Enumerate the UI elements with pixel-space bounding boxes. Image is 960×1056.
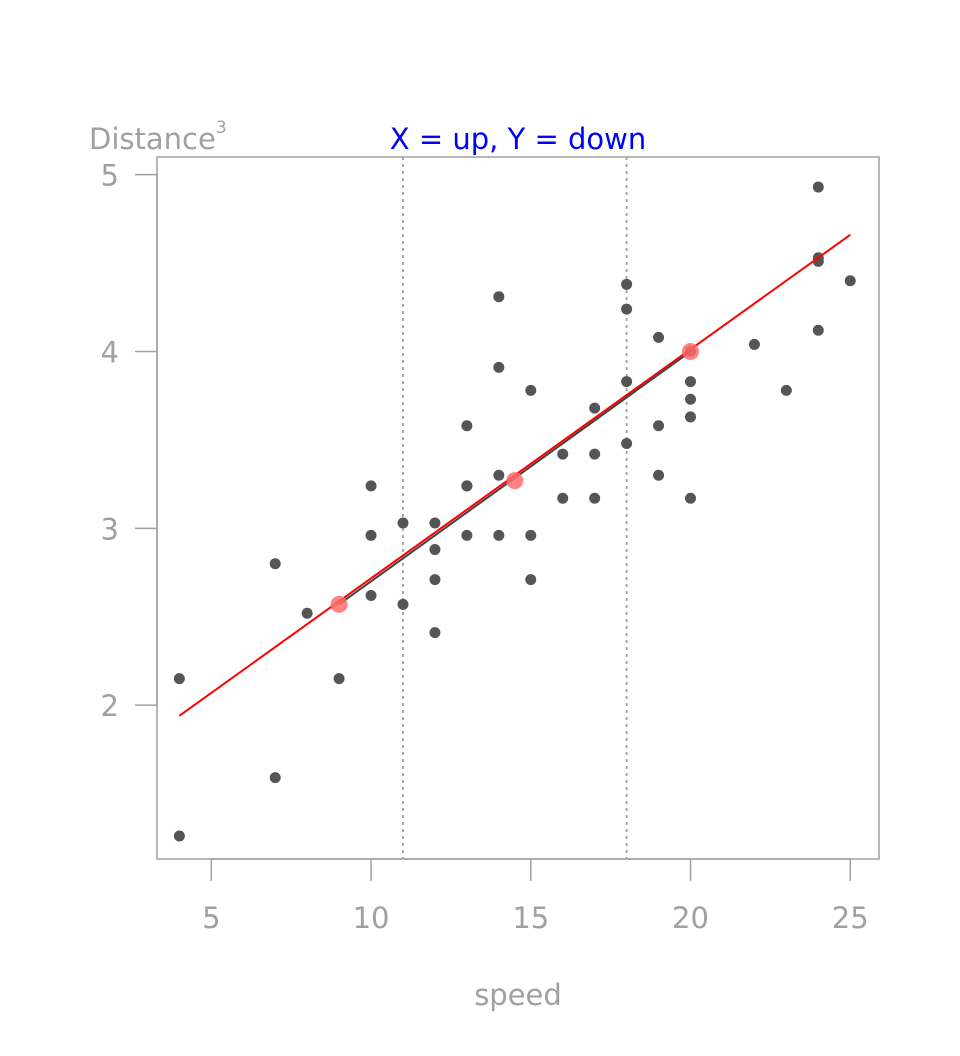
data-point xyxy=(365,529,377,541)
data-point xyxy=(685,492,697,504)
data-point xyxy=(653,420,665,432)
data-point xyxy=(621,303,633,315)
y-tick-label: 5 xyxy=(101,159,119,193)
data-point xyxy=(525,384,537,396)
highlight-point xyxy=(330,595,348,613)
data-point xyxy=(685,411,697,423)
data-point xyxy=(525,529,537,541)
data-point xyxy=(653,331,665,343)
data-point xyxy=(780,384,792,396)
data-point xyxy=(301,607,313,619)
data-point xyxy=(397,517,409,529)
data-point xyxy=(589,402,601,414)
highlight-points xyxy=(330,343,700,613)
data-point xyxy=(685,393,697,405)
data-points xyxy=(173,181,856,842)
data-point xyxy=(589,492,601,504)
highlight-point xyxy=(682,343,700,361)
data-point xyxy=(653,469,665,481)
data-point xyxy=(621,437,633,449)
data-point xyxy=(621,278,633,290)
data-point xyxy=(461,529,473,541)
vertical-reference-lines xyxy=(402,157,628,859)
data-point xyxy=(429,627,441,639)
data-point xyxy=(173,673,185,685)
x-tick-label: 10 xyxy=(353,901,390,935)
data-point xyxy=(812,324,824,336)
y-tick-label: 3 xyxy=(101,512,119,546)
x-axis-label: speed xyxy=(474,978,562,1012)
chart-title: X = up, Y = down xyxy=(390,122,647,156)
data-point xyxy=(589,448,601,460)
data-point xyxy=(493,291,505,303)
data-point xyxy=(397,598,409,610)
data-point xyxy=(429,517,441,529)
data-point xyxy=(685,376,697,388)
y-axis-label: Distance3 xyxy=(89,118,227,156)
data-point xyxy=(269,772,281,784)
x-tick-label: 25 xyxy=(832,901,869,935)
x-tick-label: 5 xyxy=(202,901,220,935)
y-axis-label-text: Distance xyxy=(89,122,216,156)
data-point xyxy=(461,480,473,492)
data-point xyxy=(493,361,505,373)
data-point xyxy=(269,558,281,570)
data-point xyxy=(621,376,633,388)
x-axis: 5 10 15 20 25 xyxy=(202,858,869,935)
data-point xyxy=(429,574,441,586)
data-point xyxy=(365,480,377,492)
data-point xyxy=(365,590,377,602)
data-point xyxy=(173,830,185,842)
data-point xyxy=(844,275,856,287)
plot-frame xyxy=(156,156,880,860)
data-point xyxy=(557,492,569,504)
highlight-point xyxy=(506,472,524,490)
data-point xyxy=(333,673,345,685)
x-tick-label: 20 xyxy=(672,901,709,935)
data-point xyxy=(461,420,473,432)
y-axis: 2 3 4 5 xyxy=(101,159,158,723)
data-point xyxy=(493,529,505,541)
data-point xyxy=(493,469,505,481)
y-tick-label: 4 xyxy=(101,336,119,370)
y-axis-label-superscript: 3 xyxy=(216,118,227,138)
y-tick-label: 2 xyxy=(101,689,119,723)
x-tick-label: 15 xyxy=(512,901,549,935)
data-point xyxy=(429,544,441,556)
data-point xyxy=(557,448,569,460)
data-point xyxy=(812,181,824,193)
data-point xyxy=(748,338,760,350)
data-point xyxy=(525,574,537,586)
